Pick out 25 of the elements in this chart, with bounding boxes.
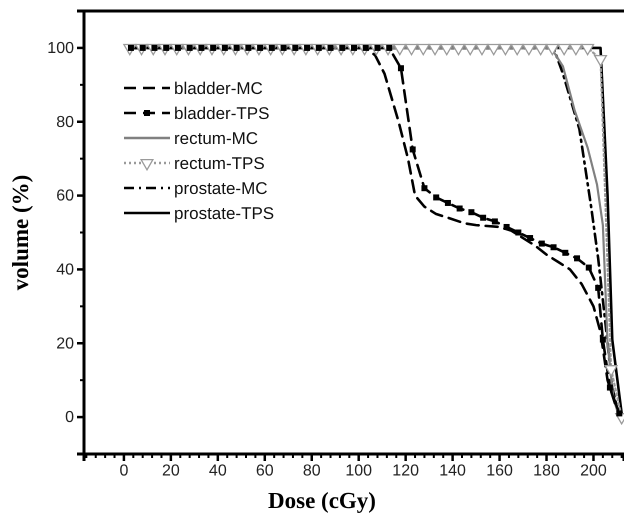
x-tick-label: 120 bbox=[392, 462, 420, 480]
x-tick-label: 160 bbox=[486, 462, 514, 480]
y-tick-label: 80 bbox=[56, 114, 74, 131]
legend-label: rectum-MC bbox=[174, 129, 258, 148]
legend-label: bladder-MC bbox=[174, 79, 263, 98]
x-tick-label: 0 bbox=[119, 462, 128, 480]
y-tick-label: 40 bbox=[56, 262, 74, 279]
x-tick-label: 140 bbox=[439, 462, 466, 480]
y-tick-label: 0 bbox=[65, 409, 74, 426]
y-axis-title: volume (%) bbox=[8, 174, 33, 290]
x-tick-label: 200 bbox=[580, 462, 607, 480]
x-tick-label: 100 bbox=[345, 462, 372, 480]
y-tick-label: 100 bbox=[47, 40, 74, 58]
y-tick-label: 20 bbox=[56, 335, 74, 352]
x-axis-title: Dose (cGy) bbox=[268, 488, 376, 513]
x-tick-label: 60 bbox=[256, 462, 274, 480]
legend-label: rectum-TPS bbox=[174, 154, 265, 173]
x-tick-label: 180 bbox=[533, 462, 560, 480]
x-tick-label: 40 bbox=[208, 462, 227, 480]
x-tick-label: 80 bbox=[302, 462, 321, 480]
x-tick-label: 20 bbox=[162, 462, 180, 480]
y-tick-label: 60 bbox=[56, 188, 74, 205]
legend-label: bladder-TPS bbox=[174, 104, 270, 123]
legend-label: prostate-MC bbox=[174, 179, 268, 198]
legend-label: prostate-TPS bbox=[174, 204, 274, 223]
